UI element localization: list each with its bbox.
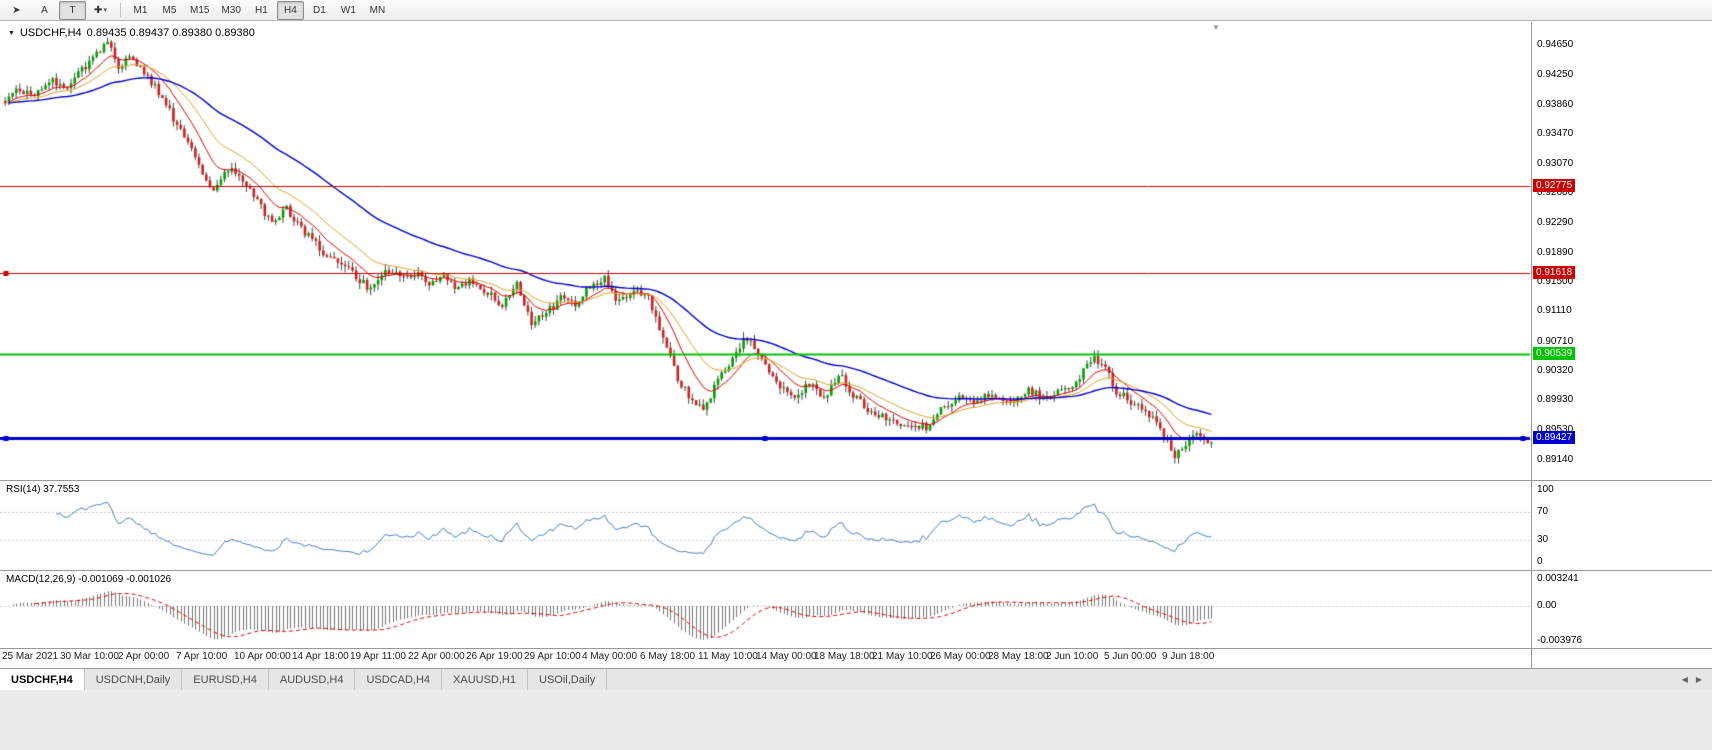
time-label: 4 May 00:00 bbox=[582, 651, 638, 662]
time-label: 18 May 18:00 bbox=[814, 651, 875, 662]
pane-divider-main-rsi[interactable] bbox=[0, 480, 1712, 481]
price-tick-label: 0.93070 bbox=[1537, 157, 1574, 169]
level-price-tag[interactable]: 0.91618 bbox=[1533, 266, 1576, 280]
macd-scale-label: -0.003976 bbox=[1537, 635, 1583, 647]
rsi-scale-label: 0 bbox=[1537, 556, 1543, 567]
time-label: 9 Jun 18:00 bbox=[1162, 651, 1215, 662]
level-price-tag[interactable]: 0.89427 bbox=[1533, 431, 1576, 445]
chart-tab-usdcnh[interactable]: USDCNH,Daily bbox=[84, 669, 183, 690]
chart-tab-usdcad[interactable]: USDCAD,H4 bbox=[355, 669, 443, 690]
timeframe-button-d1[interactable]: D1 bbox=[313, 4, 326, 16]
price-tick-label: 0.94650 bbox=[1537, 39, 1574, 51]
timeframe-button-m1[interactable]: M1 bbox=[133, 4, 148, 16]
timeframe-button-h1[interactable]: H1 bbox=[255, 4, 268, 16]
price-tick-label: 0.91110 bbox=[1537, 305, 1572, 317]
price-scale-separator bbox=[1531, 22, 1532, 668]
price-tick-label: 0.92290 bbox=[1537, 216, 1574, 228]
timeframe-button-mn[interactable]: MN bbox=[369, 4, 386, 16]
price-tick-label: 0.91500 bbox=[1537, 276, 1574, 288]
letter-t-label: T bbox=[69, 4, 76, 16]
time-label: 14 May 00:00 bbox=[756, 651, 817, 662]
level-price-tag[interactable]: 0.90539 bbox=[1533, 347, 1576, 361]
time-label: 2 Jun 10:00 bbox=[1046, 651, 1099, 662]
tab-scroll-arrows: ◀ ▶ bbox=[1682, 669, 1712, 690]
rsi-scale-label: 70 bbox=[1537, 505, 1549, 517]
time-label: 5 Jun 00:00 bbox=[1104, 651, 1157, 662]
pane-divider-macd-time bbox=[0, 648, 1712, 649]
chevron-down-icon: ▾ bbox=[103, 7, 107, 14]
chart-shift-icon[interactable]: ▼ bbox=[1212, 23, 1220, 32]
timeframe-button-w1[interactable]: W1 bbox=[340, 4, 356, 16]
macd-indicator-label: MACD(12,26,9) -0.001069 -0.001026 bbox=[6, 574, 172, 585]
time-label: 7 Apr 10:00 bbox=[176, 651, 228, 662]
price-tick-label: 0.91890 bbox=[1537, 246, 1574, 258]
time-label: 26 May 00:00 bbox=[930, 651, 991, 662]
rsi-scale-label: 30 bbox=[1537, 534, 1549, 546]
price-tick-label: 0.90320 bbox=[1537, 364, 1574, 376]
time-label: 6 May 18:00 bbox=[640, 651, 696, 662]
shapes-tool-button[interactable]: ✚ ▾ bbox=[87, 1, 114, 20]
price-tick-label: 0.89930 bbox=[1537, 394, 1574, 406]
top-toolbar: ➤ A T ✚ ▾ M1 M5 M15 M30 H1 H4 D1 W1 MN bbox=[0, 0, 1712, 21]
price-tick-label: 0.94250 bbox=[1537, 69, 1574, 81]
text-tool-button[interactable]: T bbox=[59, 0, 86, 20]
price-tick-label: 0.89140 bbox=[1537, 453, 1574, 465]
chart-tab-bar: USDCHF,H4 USDCNH,Daily EURUSD,H4 AUDUSD,H4 U… bbox=[0, 668, 1712, 690]
cursor-tool-button[interactable]: ➤ bbox=[3, 1, 30, 20]
symbol-period-label: USDCHF,H4 bbox=[19, 27, 82, 39]
time-label: 14 Apr 18:00 bbox=[292, 651, 349, 662]
time-label: 21 May 10:00 bbox=[872, 651, 933, 662]
tab-scroll-left-icon[interactable]: ◀ bbox=[1681, 675, 1688, 684]
letter-a-label: A bbox=[41, 4, 48, 16]
price-tick-label: 0.93470 bbox=[1537, 127, 1574, 139]
timeframe-button-m30[interactable]: M30 bbox=[221, 4, 241, 16]
timeframe-button-m15[interactable]: M15 bbox=[190, 4, 210, 16]
time-label: 19 Apr 11:00 bbox=[350, 651, 406, 662]
price-tick-label: 0.89530 bbox=[1537, 424, 1574, 436]
chart-tab-usdchf[interactable]: USDCHF,H4 bbox=[0, 669, 85, 690]
chart-tab-xauusd[interactable]: XAUUSD,H1 bbox=[442, 669, 528, 690]
timeframe-button-h4[interactable]: H4 bbox=[276, 0, 304, 20]
time-label: 11 May 10:00 bbox=[698, 651, 758, 662]
time-label: 10 Apr 00:00 bbox=[234, 651, 291, 662]
time-label: 2 Apr 00:00 bbox=[118, 651, 170, 662]
chart-tab-eurusd[interactable]: EURUSD,H4 bbox=[182, 669, 269, 690]
time-label: 30 Mar 10:00 bbox=[60, 651, 119, 662]
price-tick-label: 0.92680 bbox=[1537, 187, 1574, 199]
pane-divider-rsi-macd[interactable] bbox=[0, 570, 1712, 571]
rsi-scale-label: 100 bbox=[1537, 484, 1554, 495]
macd-scale-label: 0.003241 bbox=[1537, 573, 1579, 584]
timeframe-button-group: M1 M5 M15 M30 H1 H4 D1 W1 MN bbox=[127, 0, 391, 20]
chart-tab-audusd[interactable]: AUDUSD,H4 bbox=[268, 669, 356, 690]
time-label: 26 Apr 19:00 bbox=[466, 651, 523, 662]
chart-tab-usoil[interactable]: USOil,Daily bbox=[528, 669, 608, 690]
level-price-tag[interactable]: 0.92775 bbox=[1533, 179, 1576, 193]
toolbar-separator bbox=[120, 3, 121, 17]
text-label-a-button[interactable]: A bbox=[31, 1, 58, 20]
time-label: 22 Apr 00:00 bbox=[408, 651, 465, 662]
chart-header: ▼ USDCHF,H4 0.89435 0.89437 0.89380 0.89… bbox=[8, 27, 255, 39]
price-tick-label: 0.93860 bbox=[1537, 98, 1574, 110]
timeframe-button-m5[interactable]: M5 bbox=[162, 4, 177, 16]
window-background bbox=[0, 690, 1712, 750]
collapse-icon[interactable]: ▼ bbox=[8, 29, 15, 37]
shapes-icon: ✚ bbox=[94, 4, 103, 16]
time-label: 28 May 18:00 bbox=[988, 651, 1049, 662]
cursor-icon: ➤ bbox=[12, 4, 21, 16]
macd-scale-label: 0.00 bbox=[1537, 600, 1557, 611]
time-label: 29 Apr 10:00 bbox=[524, 651, 581, 662]
tab-scroll-right-icon[interactable]: ▶ bbox=[1695, 675, 1702, 684]
rsi-indicator-label: RSI(14) 37.7553 bbox=[6, 484, 80, 495]
price-tick-label: 0.90710 bbox=[1537, 335, 1574, 347]
time-label: 25 Mar 2021 bbox=[2, 651, 59, 662]
ohlc-quote: 0.89435 0.89437 0.89380 0.89380 bbox=[86, 27, 255, 39]
